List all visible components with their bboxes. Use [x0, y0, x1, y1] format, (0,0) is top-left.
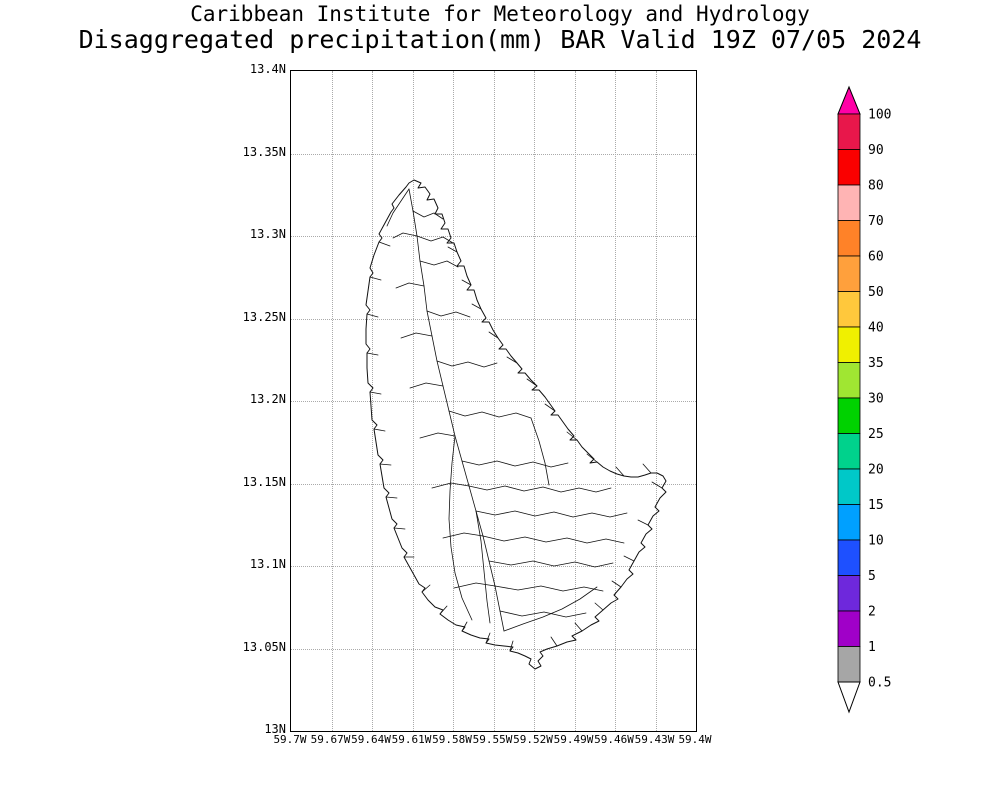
- gridline-vertical: [655, 71, 657, 731]
- map-plot-area: [290, 70, 697, 732]
- colorbar-label: 30: [868, 392, 884, 407]
- colorbar-segment: [837, 184, 861, 221]
- y-axis-tick-label: 13.2N: [249, 392, 286, 406]
- colorbar-segment: [837, 291, 861, 328]
- colorbar-segment: [837, 646, 861, 683]
- colorbar-segment: [837, 220, 861, 257]
- watershed-boundaries: [366, 188, 663, 652]
- gridline-vertical: [534, 71, 535, 731]
- x-axis-tick-label: 59.58W: [432, 733, 472, 746]
- colorbar-segment: [837, 468, 861, 505]
- colorbar-segment: [837, 149, 861, 186]
- x-axis-tick-label: 59.7W: [273, 733, 307, 746]
- colorbar-label: 1: [868, 640, 876, 655]
- gridline-vertical: [493, 71, 495, 731]
- x-axis-tick-label: 59.46W: [594, 733, 634, 746]
- x-axis-tick-label: 59.49W: [553, 733, 594, 746]
- y-axis-tick-label: 13N: [264, 722, 286, 736]
- colorbar-top-arrow: [837, 85, 861, 115]
- colorbar-label: 2: [868, 605, 876, 620]
- colorbar-segment: [837, 255, 861, 292]
- colorbar-label: 40: [868, 321, 884, 336]
- y-axis-tick-label: 13.25N: [242, 309, 286, 324]
- colorbar-segment: [837, 504, 861, 541]
- colorbar-label: 10: [868, 534, 884, 549]
- y-axis-tick-label: 13.4N: [249, 62, 286, 76]
- colorbar-label: 70: [868, 214, 884, 229]
- colorbar-segment: [837, 397, 861, 434]
- colorbar-segment: [837, 539, 861, 576]
- title-block: Caribbean Institute for Meteorology and …: [0, 2, 1000, 54]
- institute-title: Caribbean Institute for Meteorology and …: [190, 2, 810, 26]
- x-axis-tick-label: 59.52W: [513, 733, 553, 746]
- y-axis-tick-label: 13.3N: [249, 227, 286, 241]
- x-axis-tick-label: 59.55W: [472, 733, 513, 746]
- colorbar-bottom-arrow: [837, 681, 861, 714]
- colorbar-label: 5: [868, 569, 876, 584]
- y-axis-tick-label: 13.05N: [242, 639, 286, 654]
- x-axis-tick-label: 59.67W: [310, 733, 351, 746]
- coastline: [365, 179, 667, 670]
- colorbar-segment: [837, 575, 861, 612]
- colorbar-segment: [837, 362, 861, 399]
- gridline-vertical: [372, 71, 373, 731]
- gridline-vertical: [615, 71, 616, 731]
- colorbar-segment: [837, 433, 861, 470]
- y-axis-tick-label: 13.1N: [249, 557, 286, 571]
- colorbar-label: 35: [868, 356, 884, 371]
- colorbar-segment: [837, 113, 861, 150]
- colorbar-label: 0.5: [868, 676, 891, 691]
- x-axis-tick-label: 59.43W: [634, 733, 675, 746]
- colorbar-label: 15: [868, 498, 884, 513]
- colorbar-label: 50: [868, 285, 884, 300]
- colorbar-segment: [837, 610, 861, 647]
- colorbar-label: 25: [868, 427, 884, 442]
- colorbar-label: 90: [868, 143, 884, 158]
- gridline-vertical: [453, 71, 454, 731]
- product-title: Disaggregated precipitation(mm) BAR Vali…: [78, 25, 922, 54]
- colorbar-svg: 100 90 80 70 60 50 40 35 30 25 20 15 10 5 2 1 0.5: [837, 85, 891, 714]
- gridline-vertical: [574, 71, 576, 731]
- precip-colorbar: 100 90 80 70 60 50 40 35 30 25 20 15 10 5 2 1 0.5: [834, 84, 924, 729]
- x-axis-tick-label: 59.4W: [678, 733, 712, 746]
- y-axis-tick-label: 13.15N: [242, 474, 286, 489]
- y-axis-tick-label: 13.35N: [242, 144, 286, 159]
- colorbar-segment: [837, 326, 861, 363]
- barbados-watershed-map: [365, 179, 667, 670]
- x-axis-tick-label: 59.64W: [351, 733, 391, 746]
- gridline-vertical: [331, 71, 333, 731]
- colorbar-label: 60: [868, 250, 884, 265]
- colorbar-label: 20: [868, 463, 884, 478]
- colorbar-label: 80: [868, 179, 884, 194]
- x-axis-tick-label: 59.61W: [391, 733, 432, 746]
- gridline-vertical: [412, 71, 414, 731]
- colorbar-label: 100: [868, 108, 891, 123]
